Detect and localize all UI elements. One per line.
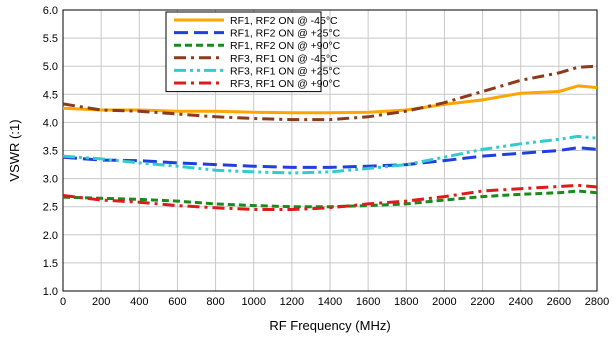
y-tick-label: 3.0 [43,174,58,186]
y-tick-label: 3.5 [43,146,58,158]
legend-label-2: RF1, RF2 ON @ +25°C [230,28,341,40]
y-tick-label: 2.0 [43,230,58,242]
x-tick-label: 400 [130,296,148,308]
x-tick-label: 1400 [318,296,342,308]
series-line-4 [62,64,598,122]
y-tick-label: 6.0 [43,5,58,17]
y-tick-label: 5.0 [43,61,58,73]
plot-area-frame [62,9,598,292]
x-tick-label: 0 [60,296,66,308]
legend-label-5: RF3, RF1 ON @ +25°C [230,65,341,77]
x-tick-label: 1800 [394,296,418,308]
x-tick-label: 1600 [356,296,380,308]
x-tick-label: 2200 [470,296,494,308]
legend-box [165,11,322,93]
series-line-5 [62,134,598,175]
y-tick-label: 4.5 [43,89,58,101]
legend-label-1: RF1, RF2 ON @ -45°C [230,15,338,27]
x-tick-label: 2400 [508,296,532,308]
y-tick-label: 2.5 [43,202,58,214]
legend-label-4: RF3, RF1 ON @ -45°C [230,53,338,65]
series-line-2 [62,146,598,169]
x-axis-title: RF Frequency (MHz) [269,318,390,333]
y-tick-label: 1.0 [43,286,58,298]
y-tick-label: 1.5 [43,258,58,270]
legend-label-3: RF1, RF2 ON @ +90°C [230,40,341,52]
x-tick-label: 2600 [547,296,571,308]
legend-label-6: RF3, RF1 ON @ +90°C [230,78,341,90]
y-tick-label: 5.5 [43,33,58,45]
x-tick-label: 2800 [585,296,609,308]
series-line-6 [62,183,598,211]
series-line-1 [62,84,598,115]
x-axis-tick-labels: 0 200 400 600 800 1000 1200 1400 1600 1800 2000 220… [60,296,609,308]
series-lines [62,64,598,211]
x-tick-label: 800 [206,296,224,308]
y-axis-title: VSWR (:1) [7,119,22,181]
x-tick-label: 2000 [432,296,456,308]
x-tick-label: 600 [168,296,186,308]
x-tick-label: 1200 [280,296,304,308]
y-tick-label: 4.0 [43,117,58,129]
x-tick-label: 1000 [241,296,265,308]
y-axis-tick-labels: 1.0 1.5 2.0 2.5 3.0 3.5 4.0 4.5 5.0 5.5 6.0 [43,5,58,298]
x-tick-label: 200 [92,296,110,308]
